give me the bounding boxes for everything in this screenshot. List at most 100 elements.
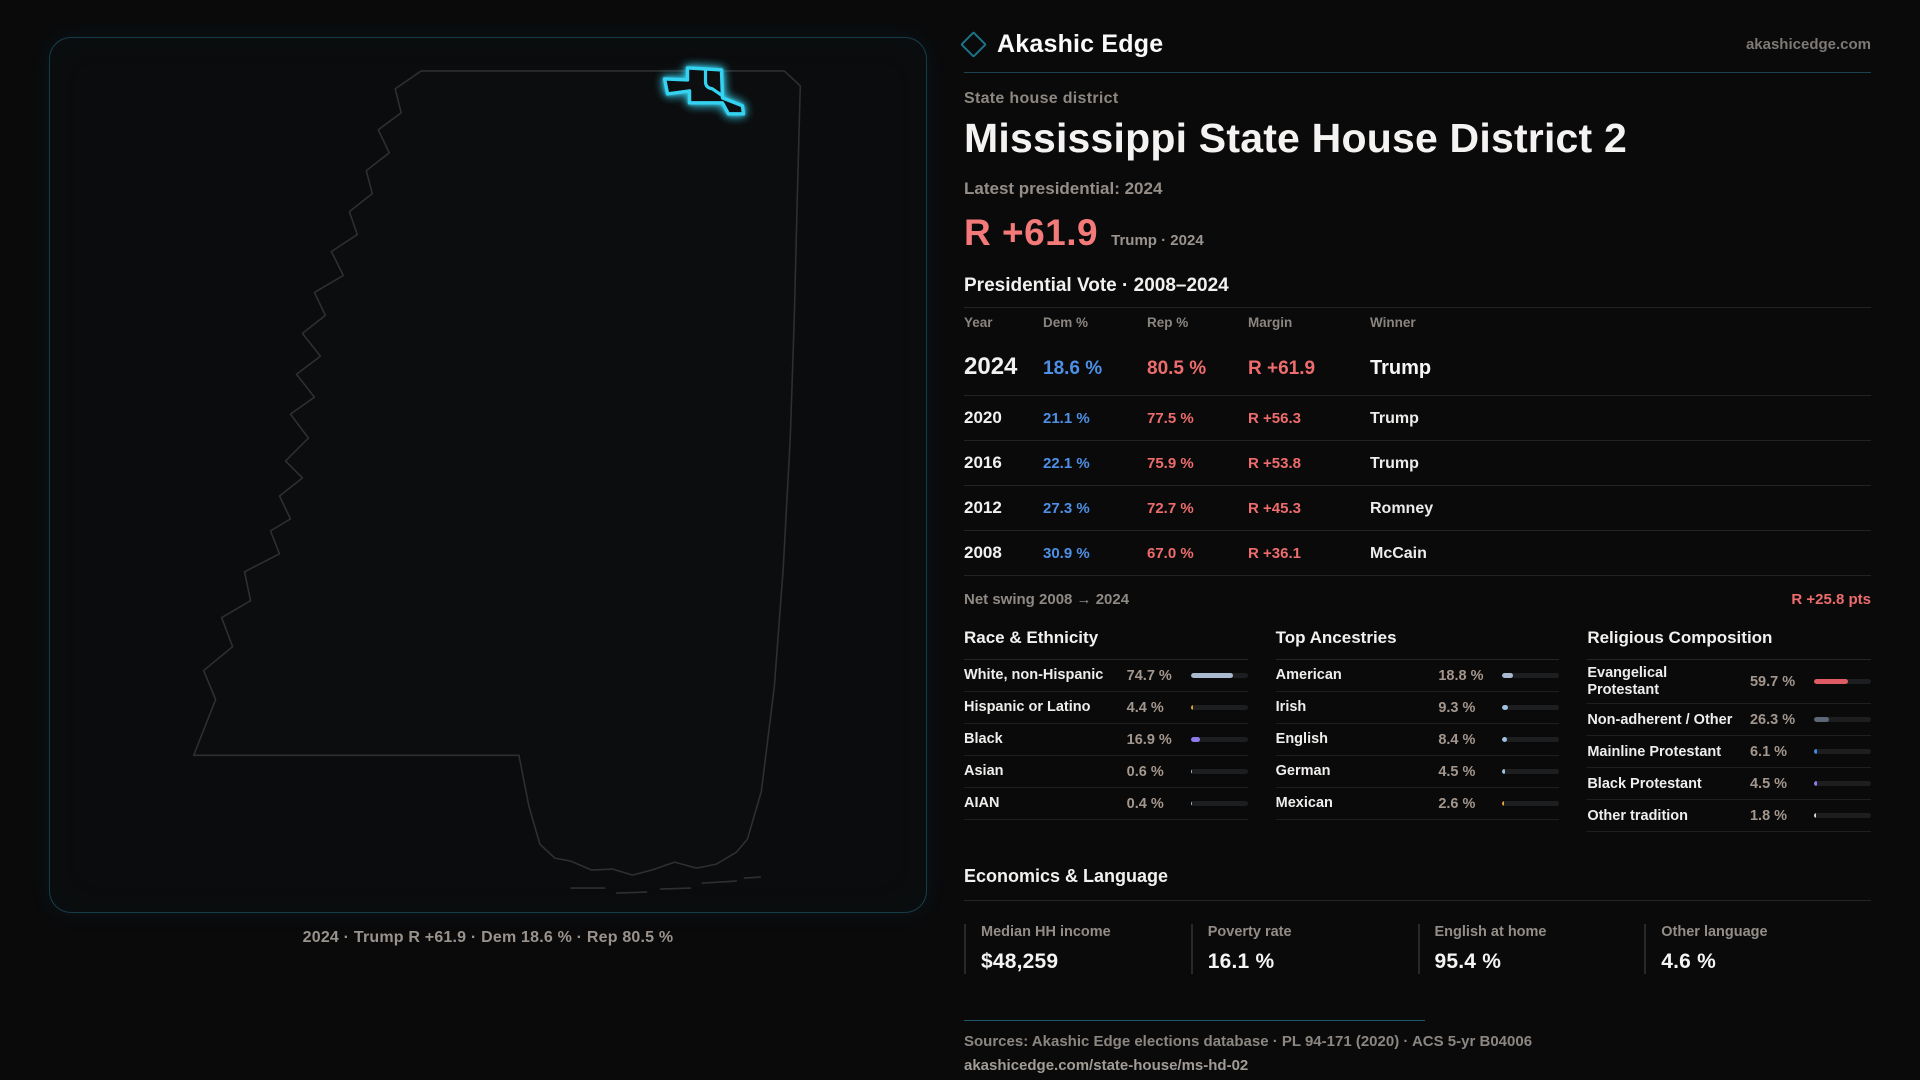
stat-bar-fill [1813,679,1848,685]
header-divider [964,72,1871,73]
headline-margin-row: R +61.9 Trump · 2024 [964,212,1871,254]
headline-margin-value: R +61.9 [964,212,1099,253]
demographic-value: 4.5 % [1438,763,1476,780]
demographic-label: Mexican [1275,795,1333,812]
economics-stat-label: Other language [1661,924,1768,941]
economics-stat-label: Median HH income [981,924,1111,941]
demographic-row: Mainline Protestant 6.1 % [1587,736,1871,769]
cell-margin: R +45.3 [1248,500,1301,517]
stat-bar [1190,801,1248,806]
cell-winner: Trump [1370,455,1419,472]
demographic-row: White, non-Hispanic 74.7 % [964,660,1248,692]
stat-bar [1813,717,1871,723]
demographic-row: Black 16.9 % [964,724,1248,756]
demographic-value: 16.9 % [1126,731,1172,748]
vote-table-row: 2024 18.6 % 80.5 % R +61.9 Trump [964,339,1871,396]
vote-table-col-rep: Rep % [1147,315,1189,330]
footer-divider [964,1020,1425,1022]
stat-bar-fill [1190,705,1194,710]
mississippi-map [192,66,802,894]
footer-url: akashicedge.com/state-house/ms-hd-02 [964,1057,1249,1075]
cell-rep-pct: 80.5 % [1147,358,1207,379]
cell-year: 2024 [964,353,1018,380]
map-caption: 2024 · Trump R +61.9 · Dem 18.6 % · Rep … [302,929,674,946]
stat-bar [1813,781,1871,787]
vote-table-title: Presidential Vote · 2008–2024 [964,275,1229,296]
brand-name: Akashic Edge [997,30,1164,58]
demographic-label: Mainline Protestant [1587,743,1722,760]
stat-bar-fill [1502,673,1514,678]
demographic-row: Asian 0.6 % [964,756,1248,788]
cell-rep-pct: 77.5 % [1147,410,1194,427]
demographic-value: 4.5 % [1749,775,1788,792]
demographic-label: English [1275,731,1329,748]
demographic-row: Mexican 2.6 % [1275,788,1560,820]
cell-rep-pct: 72.7 % [1147,500,1194,517]
stat-bar [1813,679,1871,685]
economics-stat-label: English at home [1434,924,1547,941]
cell-margin: R +36.1 [1248,545,1301,562]
map-section: 2024 · Trump R +61.9 · Dem 18.6 % · Rep … [49,37,927,947]
economics-stat: Poverty rate 16.1 % [1190,924,1418,975]
stat-bar [1502,801,1560,806]
mississippi-state-outline [192,70,802,876]
demographic-label: Irish [1275,699,1307,716]
headline-margin-subtitle: Trump · 2024 [1111,232,1204,249]
demographics-section-title: Top Ancestries [1275,628,1560,660]
stat-bar-fill [1813,813,1816,819]
demographic-value: 9.3 % [1438,699,1476,716]
stat-bar [1190,673,1248,678]
cell-winner: McCain [1370,545,1427,562]
stat-bar-fill [1813,749,1818,755]
demographic-row: AIAN 0.4 % [964,788,1248,820]
cell-rep-pct: 75.9 % [1147,455,1194,472]
stat-bar-fill [1502,705,1508,710]
cell-dem-pct: 30.9 % [1043,545,1090,562]
cell-dem-pct: 21.1 % [1043,410,1090,427]
economics-stat-label: Poverty rate [1207,924,1292,941]
district-map-panel [49,37,927,913]
stat-bar-fill [1813,717,1829,723]
demographics-section: Top Ancestries American 18.8 % Irish 9.3 % En… [1275,628,1560,820]
net-swing-row: Net swing 2008 → 2024 R +25.8 pts [964,591,1871,608]
demographics-section-title: Race & Ethnicity [964,628,1248,660]
demographic-row: Evangelical Protestant 59.7 % [1587,660,1871,705]
cell-winner: Romney [1370,500,1434,517]
stat-bar-fill [1190,673,1234,678]
demographic-value: 0.6 % [1126,763,1164,780]
stat-bar [1502,673,1560,678]
stat-bar [1813,749,1871,755]
vote-table-col-dem: Dem % [1043,315,1089,330]
stat-bar-fill [1502,737,1508,742]
demographic-row: Irish 9.3 % [1275,692,1560,724]
demographic-label: Hispanic or Latino [964,699,1091,716]
stat-bar [1502,769,1560,774]
district-kicker: State house district [964,90,1119,107]
demographic-row: American 18.8 % [1275,660,1560,692]
demographic-value: 2.6 % [1438,795,1476,812]
brand-diamond-icon [960,31,987,58]
economics-stat-value: 4.6 % [1661,950,1716,974]
stat-bar-fill [1502,801,1505,806]
cell-margin: R +53.8 [1248,455,1301,472]
demographic-value: 1.8 % [1749,807,1788,824]
footer-sources: Sources: Akashic Edge elections database… [964,1033,1533,1051]
demographic-row: German 4.5 % [1275,756,1560,788]
stat-bar [1190,705,1248,710]
stat-bar-fill [1190,737,1201,742]
demographic-row: Other tradition 1.8 % [1587,800,1871,833]
cell-dem-pct: 22.1 % [1043,455,1090,472]
demographic-row: English 8.4 % [1275,724,1560,756]
page-title: Mississippi State House District 2 [964,115,1628,161]
stat-bar [1190,737,1248,742]
stat-bar-fill [1502,769,1505,774]
highlighted-district[interactable] [662,66,746,116]
demographic-label: Asian [964,763,1004,780]
vote-table-header: Year Dem % Rep % Margin Winner [964,307,1871,339]
demographic-value: 18.8 % [1438,667,1484,684]
vote-table-col-margin: Margin [1248,315,1293,330]
cell-winner: Trump [1370,410,1419,427]
latest-presidential-label: Latest presidential: 2024 [964,179,1163,198]
economics-stat-value: $48,259 [981,950,1059,974]
demographic-label: AIAN [964,795,1000,812]
